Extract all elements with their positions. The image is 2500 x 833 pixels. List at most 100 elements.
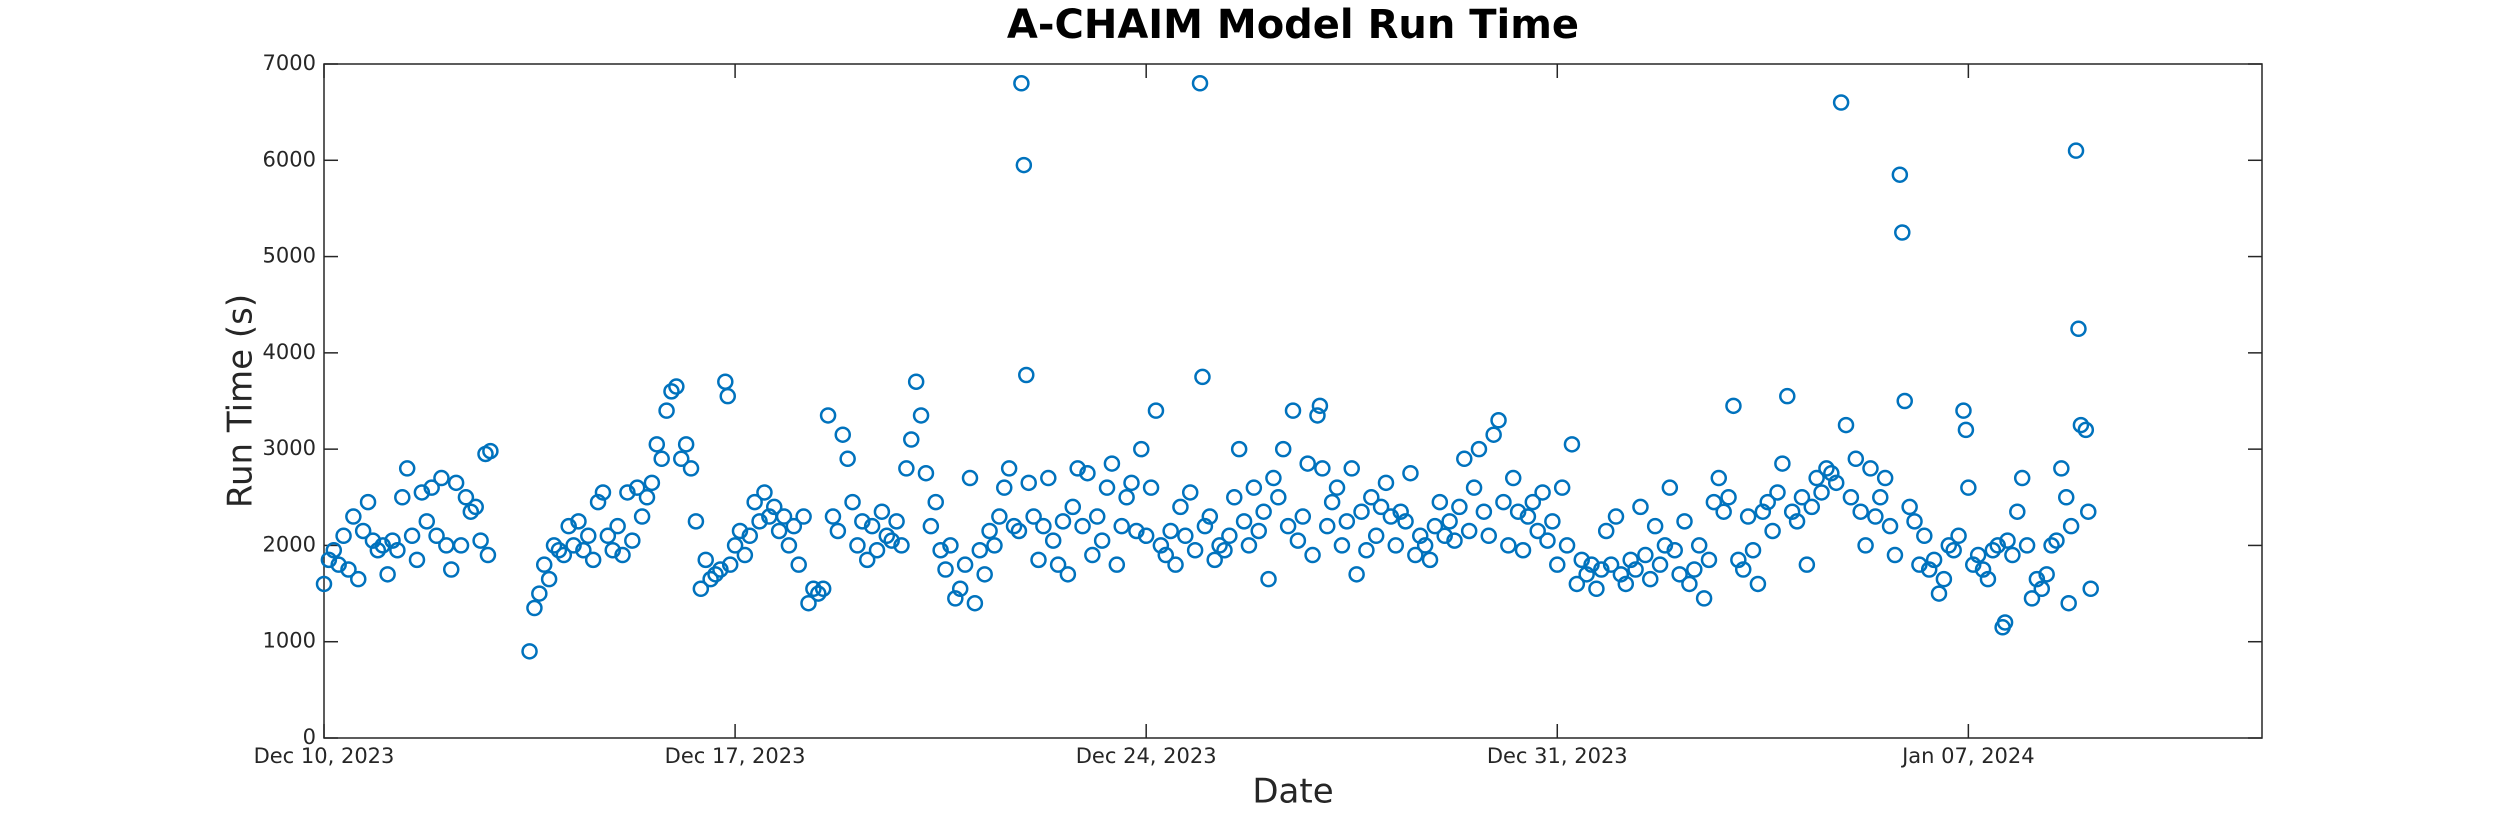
point xyxy=(942,537,959,554)
point xyxy=(991,508,1008,525)
point xyxy=(330,556,347,573)
point xyxy=(1000,460,1018,477)
point xyxy=(2070,320,2087,338)
point xyxy=(770,522,788,540)
point xyxy=(1353,503,1370,520)
point xyxy=(927,493,944,511)
point xyxy=(1196,517,1214,535)
point xyxy=(1191,75,1209,92)
point xyxy=(1108,556,1126,573)
point xyxy=(780,537,798,554)
point xyxy=(1754,503,1772,520)
x-tick-label: Jan 07, 2024 xyxy=(1900,744,2035,768)
point xyxy=(1363,489,1380,506)
point xyxy=(947,590,964,607)
point xyxy=(2018,537,2036,554)
point xyxy=(1343,460,1360,477)
point xyxy=(1475,503,1493,520)
point xyxy=(1113,517,1130,535)
point xyxy=(428,527,445,545)
point xyxy=(2038,566,2055,583)
point xyxy=(462,503,480,520)
point xyxy=(2067,142,2085,159)
point xyxy=(1568,575,1586,593)
point xyxy=(1563,436,1581,453)
point xyxy=(1387,537,1405,554)
point xyxy=(824,508,842,525)
point xyxy=(1485,426,1502,443)
point xyxy=(1509,503,1527,520)
point xyxy=(584,551,602,569)
point xyxy=(442,561,460,578)
point xyxy=(628,479,646,496)
point xyxy=(1725,397,1742,415)
point xyxy=(873,503,891,520)
point xyxy=(673,450,690,468)
point xyxy=(594,484,612,501)
point xyxy=(1940,537,1958,554)
point xyxy=(1886,546,1904,564)
point xyxy=(1221,527,1238,545)
point xyxy=(1607,508,1625,525)
point xyxy=(560,517,577,535)
point xyxy=(447,474,465,492)
point xyxy=(1128,522,1145,540)
point xyxy=(374,537,391,554)
point xyxy=(1539,532,1556,549)
point xyxy=(1465,479,1483,496)
point xyxy=(1194,368,1211,386)
point xyxy=(1847,450,1865,468)
point xyxy=(384,532,401,549)
point xyxy=(398,460,416,477)
point xyxy=(1018,366,1035,384)
point xyxy=(1744,541,1762,559)
point xyxy=(457,489,475,506)
point xyxy=(2053,460,2070,477)
point xyxy=(971,541,989,559)
point xyxy=(1573,551,1590,569)
point xyxy=(2004,546,2021,564)
point xyxy=(1974,561,1992,578)
point xyxy=(315,575,333,593)
point xyxy=(1759,493,1776,511)
point xyxy=(521,643,538,660)
point xyxy=(810,585,827,602)
y-tick-label: 2000 xyxy=(263,532,316,556)
point xyxy=(1739,508,1757,525)
x-tick-label: Dec 31, 2023 xyxy=(1487,744,1628,768)
point xyxy=(1813,484,1830,501)
point xyxy=(1377,474,1395,492)
point xyxy=(1734,561,1752,578)
point xyxy=(1955,402,1972,419)
point xyxy=(790,556,807,573)
point xyxy=(1783,503,1801,520)
point xyxy=(609,517,626,535)
point xyxy=(917,464,935,482)
point xyxy=(819,407,837,424)
point xyxy=(1920,561,1938,578)
point xyxy=(1255,503,1272,520)
point xyxy=(1862,460,1879,477)
point xyxy=(648,436,666,453)
point xyxy=(1749,575,1767,593)
y-tick-label: 4000 xyxy=(263,340,316,364)
point xyxy=(1881,517,1899,535)
point xyxy=(775,508,793,525)
point xyxy=(1074,517,1091,535)
point xyxy=(1230,440,1248,458)
point xyxy=(903,431,920,448)
point xyxy=(359,493,377,511)
point xyxy=(1666,541,1683,559)
point xyxy=(1524,493,1542,511)
point xyxy=(907,373,925,390)
point xyxy=(354,522,372,540)
point xyxy=(550,541,568,559)
point xyxy=(624,532,641,549)
point xyxy=(2077,421,2095,439)
point xyxy=(726,537,744,554)
point xyxy=(1005,517,1023,535)
point xyxy=(986,537,1003,554)
point xyxy=(1098,479,1116,496)
point xyxy=(1930,585,1948,602)
